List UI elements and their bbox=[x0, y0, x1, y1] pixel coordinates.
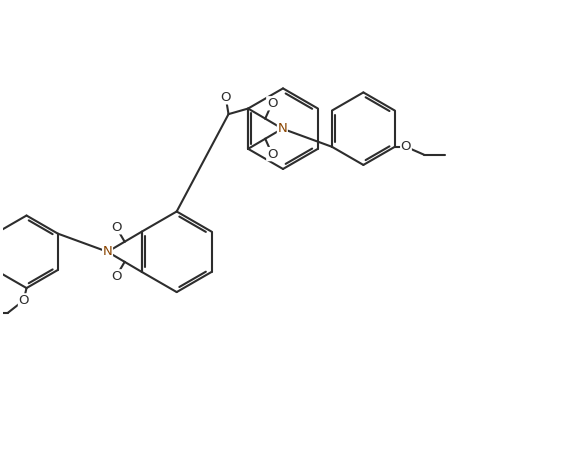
Text: N: N bbox=[277, 122, 287, 135]
Text: O: O bbox=[267, 97, 277, 110]
Text: O: O bbox=[111, 270, 121, 283]
Text: O: O bbox=[221, 91, 231, 104]
Text: O: O bbox=[111, 221, 121, 234]
Text: N: N bbox=[102, 245, 113, 258]
Text: O: O bbox=[19, 294, 29, 307]
Text: O: O bbox=[401, 141, 411, 153]
Text: O: O bbox=[267, 148, 277, 161]
